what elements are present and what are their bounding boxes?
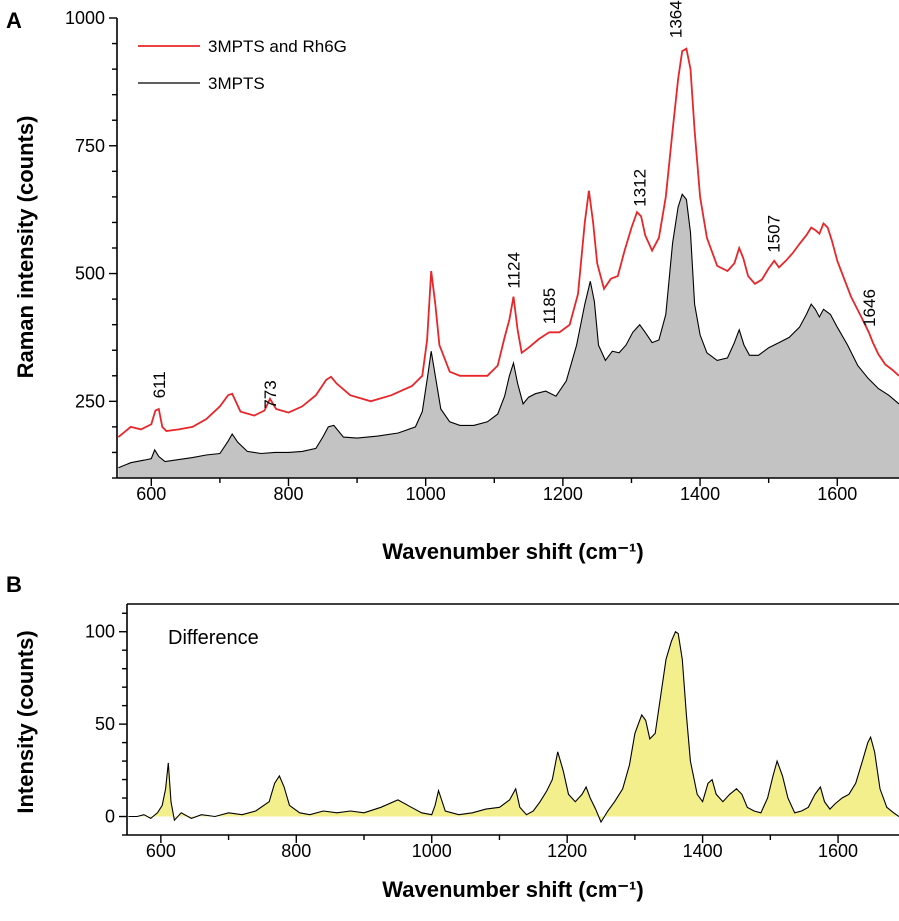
panel-a-x-axis-title: Wavenumber shift (cm⁻¹) — [382, 539, 643, 564]
panel-a-axes: 600 800 1000 1200 1400 1600 250 500 750 1000 — [65, 8, 899, 504]
panel-a-x-tick-label: 1000 — [406, 484, 446, 504]
panel-b-x-tick-label: 1400 — [683, 841, 723, 861]
peak-label-1312: 1312 — [631, 169, 650, 207]
peak-label-1185: 1185 — [540, 288, 559, 325]
peak-label-611: 611 — [150, 371, 169, 398]
panel-a-x-tick-label: 800 — [273, 484, 303, 504]
peak-label-1507: 1507 — [765, 215, 784, 253]
panel-b-y-axis-title: Intensity (counts) — [13, 630, 38, 813]
panel-b-y-tick-label: 0 — [105, 807, 115, 827]
peak-label-773: 773 — [261, 380, 280, 408]
panel-a-x-tick-label: 1400 — [680, 484, 720, 504]
legend-3mpts-rh6g-label: 3MPTS and Rh6G — [208, 37, 347, 56]
panel-a-letter: A — [6, 8, 22, 33]
panel-b: B 600 800 1000 1200 1400 1600 0 50 100 Differenc… — [6, 572, 899, 902]
panel-b-x-tick-label: 800 — [281, 841, 311, 861]
legend-3mpts-label: 3MPTS — [208, 74, 265, 93]
panel-b-x-tick-label: 1000 — [412, 841, 452, 861]
panel-a-series — [117, 47, 899, 478]
series-3mpts-rh6g-line — [117, 47, 899, 438]
panel-b-axes: 600 800 1000 1200 1400 1600 0 50 100 — [85, 603, 899, 861]
peak-label-1364: 1364 — [666, 0, 685, 38]
panel-b-x-tick-label: 1200 — [547, 841, 587, 861]
panel-a: A 600 800 1000 1200 1400 1600 250 500 750 1000 61… — [6, 0, 899, 564]
panel-a-peak-labels: 611 773 1124 1185 1312 1364 1507 1646 — [150, 0, 879, 408]
panel-a-x-tick-label: 1200 — [543, 484, 583, 504]
panel-b-x-tick-label: 1600 — [818, 841, 858, 861]
panel-a-x-tick-label: 1600 — [817, 484, 857, 504]
panel-a-y-tick-label: 500 — [75, 264, 105, 284]
panel-a-x-tick-label: 600 — [136, 484, 166, 504]
panel-a-y-tick-label: 750 — [75, 136, 105, 156]
panel-b-annotation: Difference — [168, 627, 259, 649]
panel-b-y-tick-label: 50 — [95, 714, 115, 734]
series-difference-area — [128, 631, 899, 823]
panel-a-y-tick-label: 250 — [75, 391, 105, 411]
series-difference-line — [128, 630, 899, 824]
panel-a-y-axis-title: Raman intensity (counts) — [13, 116, 38, 379]
panel-b-series — [128, 630, 899, 824]
panel-b-x-tick-label: 600 — [146, 841, 176, 861]
peak-label-1124: 1124 — [505, 252, 524, 289]
panel-b-letter: B — [6, 572, 22, 597]
series-3mpts-area — [118, 194, 899, 478]
peak-label-1646: 1646 — [860, 289, 879, 327]
panel-a-y-tick-label: 1000 — [65, 8, 105, 28]
panel-b-x-axis-title: Wavenumber shift (cm⁻¹) — [382, 877, 643, 902]
series-3mpts-line — [118, 193, 899, 469]
panel-a-legend: 3MPTS and Rh6G 3MPTS — [138, 37, 347, 93]
panel-b-y-tick-label: 100 — [85, 622, 115, 642]
